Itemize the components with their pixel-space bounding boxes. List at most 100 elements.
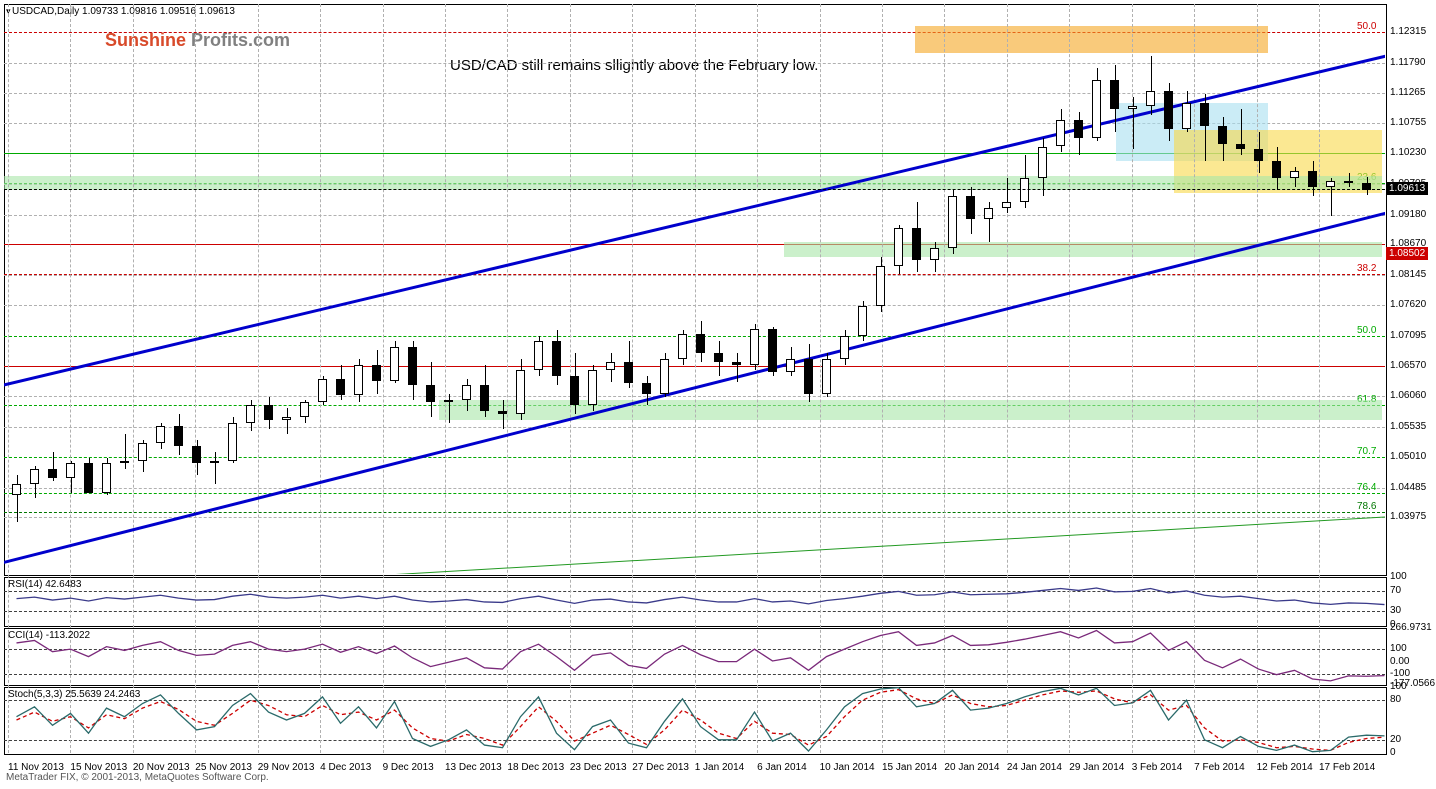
candle-body <box>1182 103 1191 129</box>
candle-wick <box>1007 178 1008 213</box>
candle-body <box>228 423 237 461</box>
time-tick-label: 7 Feb 2014 <box>1194 762 1245 773</box>
candle-body <box>822 359 831 394</box>
indicator-tick-label: 100 <box>1390 681 1407 692</box>
candle-body <box>516 370 525 414</box>
candle-body <box>66 463 75 478</box>
time-tick-label: 20 Jan 2014 <box>944 762 999 773</box>
candle-body <box>894 228 903 266</box>
candle-body <box>552 341 561 376</box>
indicator-tick-label: 70 <box>1390 585 1401 596</box>
price-tick-label: 1.05535 <box>1390 421 1426 432</box>
price-tick-label: 1.07095 <box>1390 330 1426 341</box>
rsi-label: RSI(14) 42.6483 <box>8 579 81 590</box>
candle-body <box>30 469 39 484</box>
trendline <box>4 163 1385 574</box>
candle-wick <box>737 353 738 382</box>
price-tick-label: 1.08145 <box>1390 269 1426 280</box>
indicator-line <box>17 688 1385 752</box>
candle-body <box>876 266 885 307</box>
candle-body <box>732 362 741 365</box>
candle-body <box>786 359 795 372</box>
candle-body <box>156 426 165 443</box>
price-tick-label: 1.12315 <box>1390 26 1426 37</box>
indicator-svg <box>4 687 1385 753</box>
candle-body <box>300 402 309 417</box>
candle-body <box>1164 91 1173 129</box>
candle-body <box>750 329 759 365</box>
time-tick-label: 10 Jan 2014 <box>820 762 875 773</box>
candle-body <box>984 208 993 220</box>
time-tick-label: 9 Dec 2013 <box>383 762 434 773</box>
candle-body <box>102 463 111 492</box>
candle-wick <box>449 394 450 423</box>
candle-wick <box>287 408 288 434</box>
time-tick-label: 23 Dec 2013 <box>570 762 627 773</box>
cci-label: CCI(14) -113.2022 <box>8 630 90 641</box>
candle-wick <box>17 475 18 522</box>
time-tick-label: 24 Jan 2014 <box>1007 762 1062 773</box>
candle-body <box>1110 80 1119 109</box>
candle-body <box>246 405 255 422</box>
candle-body <box>1092 80 1101 138</box>
candle-body <box>174 426 183 446</box>
candle-body <box>570 376 579 405</box>
price-tick-label: 1.06060 <box>1390 390 1426 401</box>
fib-price-tag: 1.08502 <box>1386 247 1428 260</box>
trendline <box>4 9 1385 433</box>
candle-body <box>426 385 435 402</box>
price-tick-label: 1.07620 <box>1390 299 1426 310</box>
candle-body <box>318 379 327 402</box>
price-tick-label: 1.03975 <box>1390 511 1426 522</box>
candle-body <box>336 379 345 395</box>
candle-wick <box>1349 173 1350 188</box>
price-tick-label: 1.04485 <box>1390 482 1426 493</box>
indicator-line <box>17 630 1385 680</box>
indicator-tick-label: 20 <box>1390 734 1401 745</box>
candle-body <box>408 347 417 385</box>
candle-body <box>1056 120 1065 146</box>
candle-body <box>696 334 705 353</box>
candle-body <box>372 365 381 381</box>
indicator-tick-label: 0 <box>1390 747 1396 758</box>
candle-wick <box>125 434 126 469</box>
indicator-tick-label: 100 <box>1390 571 1407 582</box>
candle-body <box>768 329 777 372</box>
candle-body <box>1326 181 1335 187</box>
candle-body <box>138 443 147 460</box>
candle-body <box>480 385 489 411</box>
candle-body <box>624 362 633 384</box>
current-price-tag: 1.09613 <box>1386 182 1428 195</box>
candle-body <box>660 359 669 394</box>
time-tick-label: 6 Jan 2014 <box>757 762 807 773</box>
candle-body <box>282 417 291 420</box>
candle-body <box>534 341 543 370</box>
candle-body <box>1254 149 1263 161</box>
price-tick-label: 1.10230 <box>1390 147 1426 158</box>
candle-body <box>390 347 399 381</box>
time-tick-label: 3 Feb 2014 <box>1132 762 1183 773</box>
time-tick-label: 1 Jan 2014 <box>695 762 745 773</box>
candle-body <box>642 383 651 393</box>
trendline-layer <box>4 4 1385 574</box>
candle-body <box>966 196 975 219</box>
candle-body <box>120 461 129 464</box>
indicator-svg <box>4 628 1385 684</box>
price-tick-label: 1.06570 <box>1390 360 1426 371</box>
candle-body <box>210 461 219 464</box>
indicator-tick-label: 0.00 <box>1390 656 1409 667</box>
time-tick-label: 15 Jan 2014 <box>882 762 937 773</box>
candle-body <box>948 196 957 248</box>
candle-body <box>930 248 939 260</box>
indicator-tick-label: 100 <box>1390 643 1407 654</box>
candle-body <box>1128 106 1137 109</box>
candle-body <box>1002 202 1011 208</box>
time-tick-label: 13 Dec 2013 <box>445 762 502 773</box>
indicator-tick-label: 30 <box>1390 605 1401 616</box>
indicator-line <box>17 588 1385 605</box>
candle-body <box>354 365 363 396</box>
candle-body <box>1272 161 1281 178</box>
time-tick-label: 4 Dec 2013 <box>320 762 371 773</box>
candle-body <box>1074 120 1083 137</box>
current-price-line <box>4 189 1385 190</box>
